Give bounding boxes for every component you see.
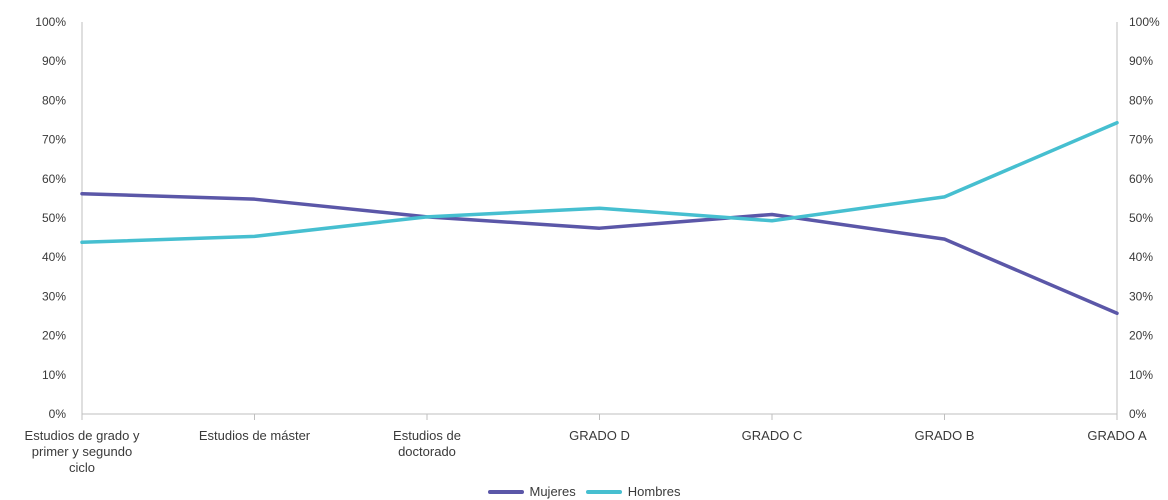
x-tick-label: Estudios de máster (199, 428, 311, 443)
y-tick-label-left: 40% (42, 250, 66, 264)
legend-swatch-hombres (585, 489, 622, 494)
y-tick-label-left: 30% (42, 289, 66, 303)
y-tick-label-right: 100% (1129, 15, 1160, 29)
legend-item-hombres: Hombres (585, 484, 681, 499)
y-tick-label-left: 50% (42, 211, 66, 225)
y-tick-label-left: 10% (42, 368, 66, 382)
x-tick-label: GRADO C (742, 428, 803, 443)
x-tick-label: Estudios de grado y primer y segundo ciclo (25, 428, 140, 475)
legend-label-hombres: Hombres (627, 484, 681, 499)
x-tick-label: GRADO A (1087, 428, 1147, 443)
x-tick-label: Estudios de doctorado (393, 428, 461, 459)
x-axis: Estudios de grado y primer y segundo ciclo… (25, 413, 1147, 475)
y-tick-label-right: 30% (1129, 289, 1153, 303)
y-tick-label-left: 70% (42, 133, 66, 147)
legend-swatch-mujeres (487, 489, 524, 494)
y-tick-label-right: 60% (1129, 172, 1153, 186)
legend: Mujeres Hombres (0, 483, 1168, 500)
y-tick-label-left: 60% (42, 172, 66, 186)
line-chart: 0% 10% 20% 30% 40% 50% 60% 70% 80% 90% 100% 0% 10% 2… (25, 15, 1160, 475)
x-tick-label: GRADO D (569, 428, 630, 443)
y-tick-label-left: 20% (42, 329, 66, 343)
series-group (80, 120, 1119, 316)
legend-item-mujeres: Mujeres (487, 484, 576, 499)
y-tick-label-left: 90% (42, 54, 66, 68)
y-tick-label-right: 70% (1129, 133, 1153, 147)
y-tick-label-left: 0% (49, 407, 67, 421)
y-tick-label-left: 100% (35, 15, 66, 29)
y-tick-label-right: 80% (1129, 93, 1153, 107)
y-tick-label-right: 0% (1129, 407, 1147, 421)
y-tick-label-right: 90% (1129, 54, 1153, 68)
series-line-mujeres (80, 191, 1119, 316)
y-tick-label-left: 80% (42, 93, 66, 107)
x-tick-label: GRADO B (915, 428, 975, 443)
y-axis-left: 0% 10% 20% 30% 40% 50% 60% 70% 80% 90% 100% (35, 15, 83, 421)
series-line-hombres (80, 120, 1119, 245)
y-tick-label-right: 10% (1129, 368, 1153, 382)
y-tick-label-right: 50% (1129, 211, 1153, 225)
y-axis-right: 0% 10% 20% 30% 40% 50% 60% 70% 80% 90% 100% (1116, 15, 1160, 421)
y-tick-label-right: 40% (1129, 250, 1153, 264)
y-tick-label-right: 20% (1129, 329, 1153, 343)
legend-label-mujeres: Mujeres (529, 484, 576, 499)
